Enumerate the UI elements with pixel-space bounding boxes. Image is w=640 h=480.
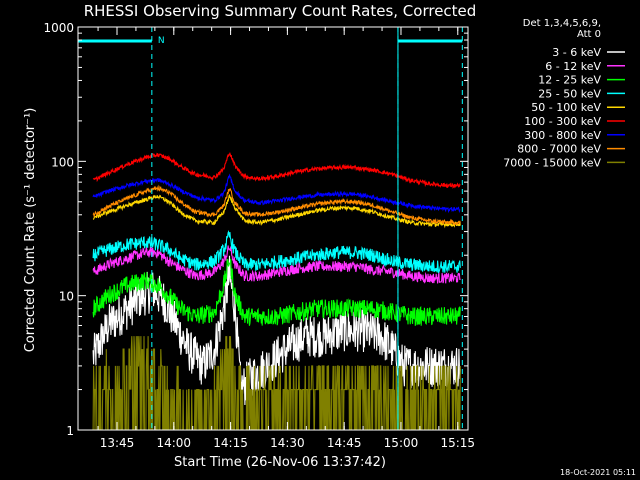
footer-timestamp: 18-Oct-2021 05:11: [560, 468, 636, 477]
legend-label: 3 - 6 keV: [552, 46, 601, 59]
axes-frame: [77, 26, 469, 431]
legend-header-1: Det 1,3,4,5,6,9,: [523, 18, 601, 29]
series-line-3-6-kev: [92, 255, 461, 406]
series-line-25-50-kev: [92, 230, 461, 274]
x-tick-label: 15:15: [440, 436, 475, 450]
x-axis-label: Start Time (26-Nov-06 13:37:42): [174, 455, 386, 470]
x-tick-label: 14:15: [213, 436, 248, 450]
x-tick-label: 15:00: [384, 436, 419, 450]
legend-label: 100 - 300 keV: [524, 115, 601, 128]
axis-ticks: 1 10 100 1000 13:45 14:00 14:15 14:30 14:45 15:00…: [43, 21, 475, 450]
series-line-50-100-kev: [92, 194, 461, 229]
y-axis-label: Corrected Count Rate (s⁻¹ detector⁻¹): [23, 108, 38, 353]
series-line-7000-15000-kev: [92, 336, 461, 431]
night-label: N: [158, 36, 165, 46]
series-line-6-12-kev: [92, 245, 461, 284]
legend-label: 7000 - 15000 keV: [503, 156, 601, 169]
legend-label: 800 - 7000 keV: [517, 143, 601, 156]
plot-frame: [77, 26, 469, 431]
y-tick-label: 10: [59, 290, 74, 304]
legend-label: 50 - 100 keV: [531, 101, 601, 114]
legend-label: 6 - 12 keV: [545, 60, 601, 73]
y-tick-label: 1000: [43, 21, 74, 35]
series-lines: [92, 152, 461, 431]
x-tick-label: 14:00: [156, 436, 191, 450]
series-line-100-300-kev: [92, 152, 461, 190]
chart-title: RHESSI Observing Summary Count Rates, Co…: [84, 2, 477, 20]
legend-header-2: Att 0: [577, 29, 601, 40]
x-tick-label: 13:45: [100, 436, 135, 450]
series-line-300-800-kev: [92, 173, 461, 214]
legend-label: 12 - 25 keV: [538, 74, 601, 87]
y-tick-label: 100: [51, 155, 74, 169]
x-tick-label: 14:45: [327, 436, 362, 450]
legend-label: 25 - 50 keV: [538, 87, 601, 100]
night-markers: N: [78, 27, 463, 430]
series-line-12-25-kev: [92, 258, 461, 326]
legend-label: 300 - 800 keV: [524, 129, 601, 142]
y-tick-label: 1: [66, 424, 74, 438]
series-line-800-7000-kev: [92, 184, 461, 226]
x-tick-label: 14:30: [270, 436, 305, 450]
